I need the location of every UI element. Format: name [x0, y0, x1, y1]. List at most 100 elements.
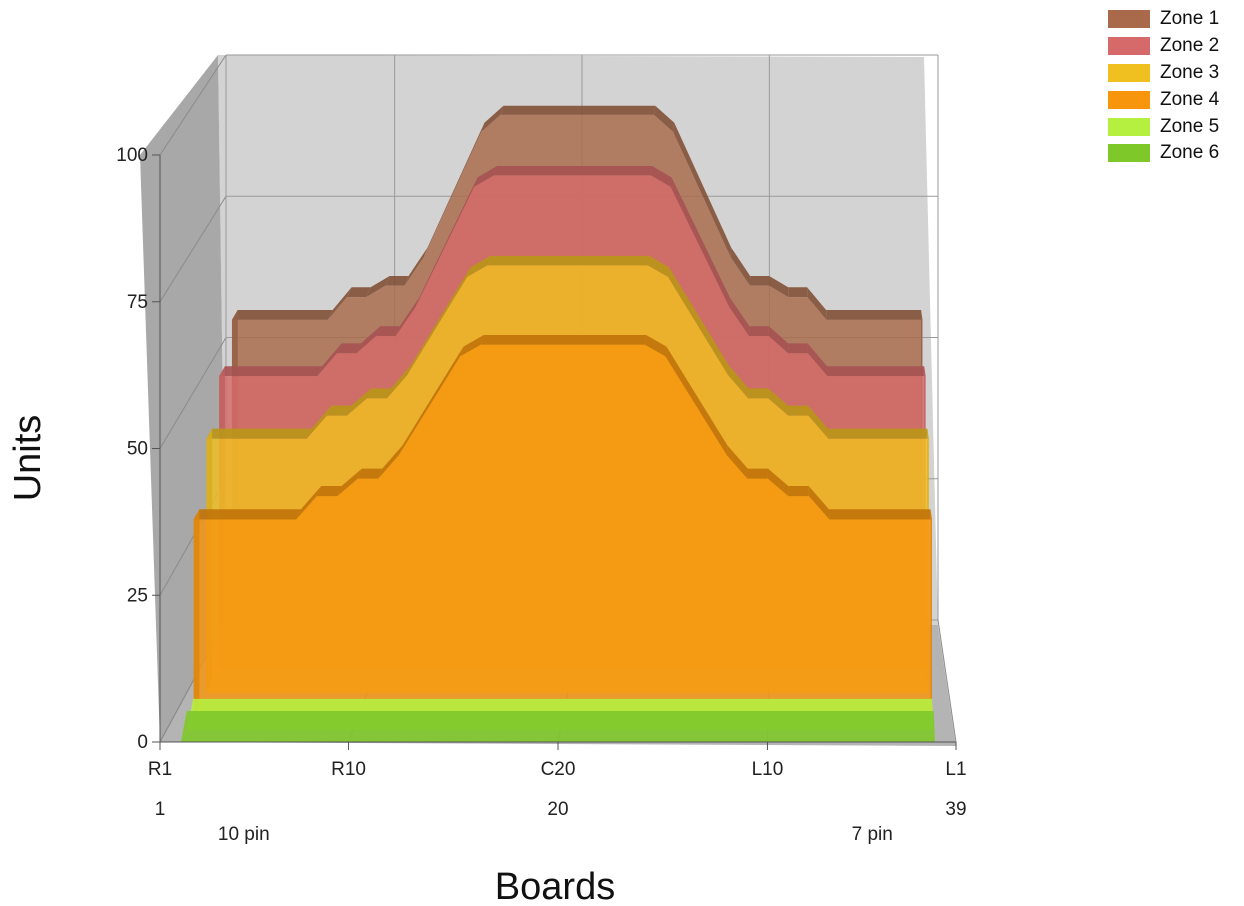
series-top-face — [366, 275, 390, 298]
series-top-face — [788, 405, 809, 416]
series-top-face — [788, 343, 808, 354]
series-top-face — [385, 275, 409, 286]
series-top-face — [493, 166, 653, 176]
x-tick-label: R1 — [148, 759, 172, 780]
legend-label: Zone 3 — [1160, 61, 1220, 83]
series-top-face — [376, 326, 400, 336]
legend-label: Zone 2 — [1160, 35, 1220, 57]
series-top-face — [808, 405, 829, 439]
series-top-face — [768, 388, 789, 416]
series-top-face — [768, 275, 789, 298]
legend-item: Zone 3 — [1108, 60, 1219, 87]
series-top-face — [337, 468, 362, 497]
x-tick-label: L1 — [945, 759, 966, 780]
legend-swatch — [1108, 117, 1150, 136]
series-top-face — [219, 366, 323, 377]
series-top-face — [788, 287, 808, 298]
series-top-face — [650, 166, 672, 187]
series-top-face — [423, 122, 485, 258]
series-top-face — [647, 255, 670, 277]
x-annotation: 7 pin — [852, 824, 893, 845]
series-top-face — [828, 509, 932, 520]
series-top-face — [357, 468, 383, 479]
series-top-face — [827, 428, 929, 439]
series-end-cap — [930, 509, 932, 718]
x-number-label: 1 — [155, 799, 166, 820]
series-top-face — [193, 509, 301, 520]
series-top-face — [296, 485, 322, 520]
series-zone-4 — [193, 335, 932, 718]
y-tick-label: 75 — [127, 292, 148, 313]
x-number-label: 20 — [547, 799, 568, 820]
series-top-face — [407, 267, 471, 376]
series-top-face — [748, 388, 769, 399]
series-top-face — [748, 326, 769, 336]
x-tick-label: L10 — [752, 759, 784, 780]
series-end-cap — [193, 509, 200, 718]
series-top-face — [480, 335, 647, 345]
y-tick-label: 100 — [116, 145, 148, 166]
legend-swatch — [1108, 144, 1150, 163]
series-top-face — [807, 343, 828, 377]
series-top-face — [395, 297, 420, 336]
series-top-face — [366, 388, 391, 399]
grid-line-floor — [937, 619, 957, 743]
legend-label: Zone 5 — [1160, 115, 1220, 137]
legend: Zone 1 Zone 2 Zone 3 Zone 4 Zone 5 Zone 6 — [1108, 6, 1219, 167]
x-tick-label: C20 — [541, 759, 576, 780]
y-tick-label: 25 — [127, 585, 148, 606]
series-top-face — [326, 405, 352, 416]
y-tick-label: 50 — [127, 439, 148, 460]
series-top-face — [726, 445, 748, 479]
series-top-face — [415, 177, 478, 308]
series-top-face — [747, 468, 769, 479]
series-strip — [180, 711, 936, 742]
series-top-face — [346, 388, 372, 416]
series-top-face — [481, 105, 504, 132]
series-zone-6 — [180, 711, 936, 742]
grid-line-side — [159, 195, 227, 303]
series-top-face — [500, 105, 656, 115]
y-axis-title: Units — [7, 415, 49, 502]
series-front-face — [193, 344, 932, 718]
series-top-face — [673, 122, 732, 258]
series-top-face — [231, 309, 333, 320]
series-layer — [180, 105, 936, 742]
series-top-face — [826, 309, 923, 320]
series-top-face — [460, 335, 484, 357]
legend-item: Zone 1 — [1108, 6, 1219, 33]
series-top-face — [749, 275, 770, 286]
legend-swatch — [1108, 37, 1150, 56]
series-top-face — [378, 445, 403, 479]
legend-item: Zone 6 — [1108, 140, 1219, 167]
legend-swatch — [1108, 63, 1150, 82]
series-top-face — [316, 485, 342, 497]
y-tick-label: 0 — [137, 732, 148, 753]
series-top-face — [767, 468, 789, 497]
series-top-face — [827, 366, 926, 377]
series-top-face — [670, 177, 730, 308]
x-axis-title: Boards — [495, 866, 615, 906]
legend-swatch — [1108, 10, 1150, 29]
legend-label: Zone 6 — [1160, 142, 1220, 164]
series-top-face — [729, 297, 750, 336]
series-top-face — [356, 326, 381, 354]
series-top-face — [336, 343, 361, 354]
legend-item: Zone 5 — [1108, 113, 1219, 140]
legend-item: Zone 2 — [1108, 33, 1219, 60]
x-annotation: 10 pin — [218, 824, 270, 845]
series-top-face — [347, 287, 371, 298]
series-top-face — [730, 247, 751, 286]
grid-line-side — [159, 337, 227, 449]
series-top-face — [667, 267, 729, 376]
series-top-face — [398, 346, 464, 456]
series-top-face — [327, 287, 352, 320]
legend-label: Zone 4 — [1160, 88, 1220, 110]
series-top-face — [807, 287, 827, 320]
legend-swatch — [1108, 90, 1150, 109]
grid-line-side — [159, 54, 227, 156]
legend-item: Zone 4 — [1108, 86, 1219, 113]
series-top-face — [306, 405, 332, 439]
